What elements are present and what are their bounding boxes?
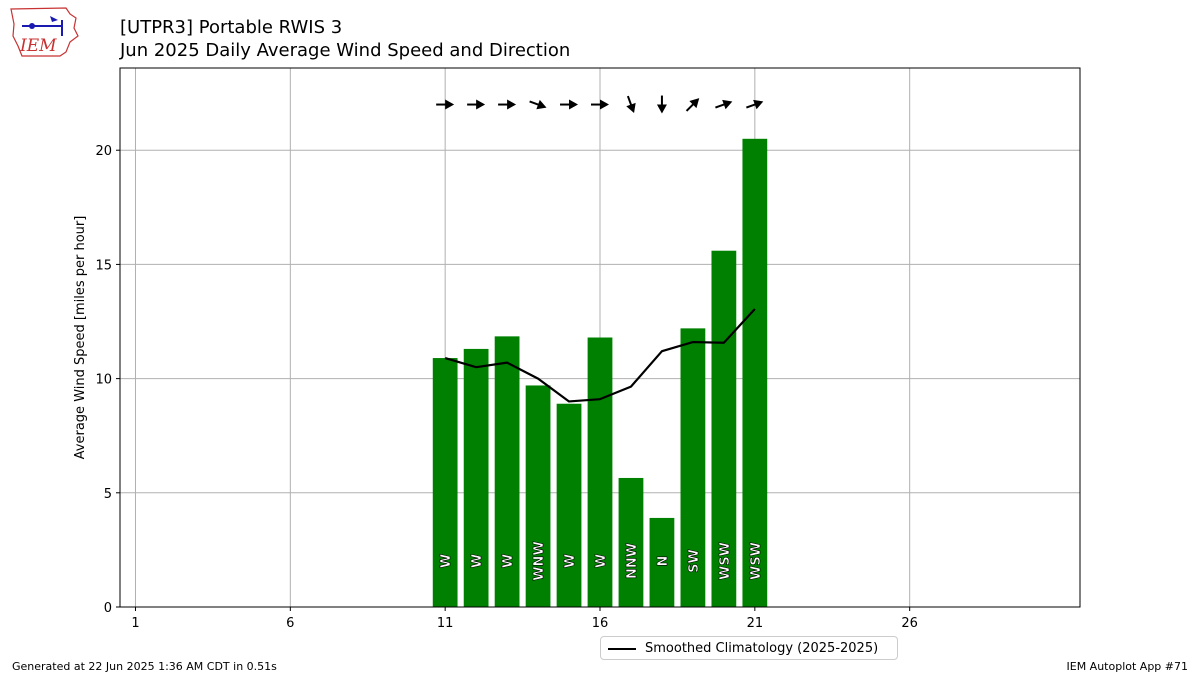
wind-arrow-icon [498,99,517,110]
wind-arrow-head [536,99,547,110]
bar-day-11 [432,358,458,607]
bar-day-19 [680,328,706,607]
x-tick-label: 11 [437,616,454,631]
direction-label-day-20: WSW [718,542,733,580]
wind-arrow-head [507,99,517,110]
wind-arrow-icon [591,99,609,110]
direction-label-day-17: NNW [625,543,640,579]
bar-day-17 [618,477,644,607]
wind-arrow-head [600,99,609,110]
wind-arrow-head [445,99,455,110]
x-tick-label: 6 [286,616,294,631]
direction-label-day-14: WNW [532,541,547,581]
x-tick-label: 16 [592,616,609,631]
x-tick-label: 1 [131,616,139,631]
wind-arrow-icon [436,99,455,110]
bars [432,138,768,608]
wind-arrow-head [476,99,486,110]
wind-arrow-icon [467,99,486,110]
footer-app-text: IEM Autoplot App #71 [1066,660,1189,673]
wind-arrow-head [569,99,579,110]
direction-label-day-11: W [439,554,454,568]
y-tick-label: 5 [104,487,112,502]
x-tick-label: 26 [901,616,918,631]
chart-legend: Smoothed Climatology (2025-2025) [600,636,898,660]
direction-label-day-15: W [563,554,578,568]
wind-arrow-head [656,104,667,114]
direction-labels: W W W WNW W W NNW N SW WSW WSW [439,541,764,581]
chart-subtitle: Jun 2025 Daily Average Wind Speed and Di… [120,40,571,61]
footer-generated-text: Generated at 22 Jun 2025 1:36 AM CDT in … [12,660,277,673]
wind-arrow-head [689,98,700,109]
bar-day-21 [742,138,768,607]
direction-label-day-18: N [656,556,671,567]
direction-label-day-13: W [501,554,516,568]
y-tick-label: 10 [95,373,112,388]
direction-label-day-12: W [470,554,485,568]
svg-text:IEM: IEM [19,36,57,56]
bar-day-13 [494,336,520,607]
iem-logo-icon: IEM [8,6,80,58]
wind-arrow-icon [626,95,636,113]
wind-arrows [436,95,764,114]
wind-arrow-icon [560,99,579,110]
legend-label: Smoothed Climatology (2025-2025) [645,641,879,656]
direction-label-day-21: WSW [749,542,764,580]
wind-arrow-icon [685,98,700,112]
y-axis-label: Average Wind Speed [miles per hour] [73,216,88,460]
wind-arrow-head [753,99,764,110]
wind-arrow-icon [715,99,733,110]
y-tick-label: 20 [95,144,112,159]
y-tick-label: 15 [95,258,112,273]
bar-day-12 [463,348,489,607]
bar-day-15 [556,403,582,607]
x-tick-label: 21 [747,616,764,631]
chart-title: [UTPR3] Portable RWIS 3 [120,17,343,38]
y-tick-label: 0 [104,601,112,616]
climatology-line-layer [444,308,756,403]
climatology-line [444,308,756,403]
bar-day-16 [587,337,613,607]
wind-arrow-head [626,102,636,113]
bar-day-20 [711,250,737,608]
direction-label-day-16: W [594,554,609,568]
wind-arrow-head [722,99,733,110]
direction-label-day-19: SW [687,549,702,573]
bar-day-18 [649,517,675,607]
wind-arrow-icon [746,99,764,110]
wind-arrow-icon [656,95,667,114]
wind-arrow-icon [529,99,547,110]
bar-day-14 [525,385,551,607]
legend-line-swatch [608,648,636,650]
